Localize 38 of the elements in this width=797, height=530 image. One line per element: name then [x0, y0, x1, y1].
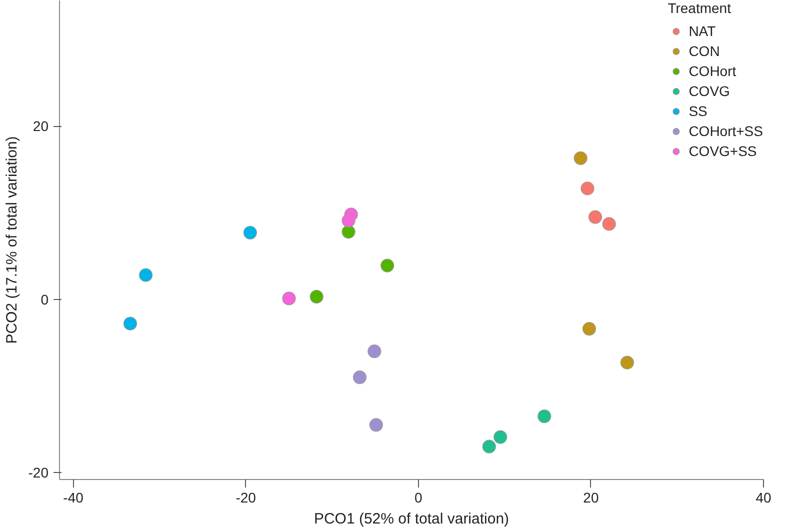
point: [243, 226, 257, 240]
x-tick-label: 40: [756, 490, 772, 506]
x-tick-label: 0: [414, 490, 423, 506]
point: [368, 344, 382, 358]
point: [588, 210, 602, 224]
point: [369, 418, 383, 432]
y-tick-label: 0: [40, 291, 49, 308]
point: [494, 430, 508, 444]
legend-label: SS: [688, 103, 708, 119]
point: [342, 214, 356, 228]
point: [574, 151, 588, 165]
x-tick-label: 20: [583, 490, 599, 506]
x-axis-title: PCO1 (52% of total variation): [314, 510, 510, 528]
point: [602, 217, 616, 231]
legend-label: COVG: [688, 83, 730, 99]
point: [582, 322, 596, 336]
point: [580, 182, 594, 196]
legend-label: NAT: [688, 23, 716, 39]
point: [482, 440, 496, 454]
point: [620, 356, 634, 370]
legend-label: COHort: [688, 63, 736, 79]
point: [138, 268, 153, 282]
x-tick-label: -40: [63, 490, 84, 506]
x-tick-label: -20: [236, 490, 256, 506]
point: [380, 258, 394, 272]
point: [352, 370, 367, 384]
point: [123, 316, 138, 330]
point: [310, 290, 324, 304]
y-axis-title: PCO2 (17.1% of total variation): [3, 136, 20, 344]
point: [538, 409, 552, 424]
point: [342, 224, 356, 239]
legend-label: CON: [688, 43, 720, 59]
legend-label: COHort+SS: [688, 123, 763, 139]
point: [282, 292, 296, 306]
legend-title: Treatment: [668, 0, 732, 16]
y-tick-label: -20: [28, 464, 49, 481]
y-tick-label: 20: [32, 118, 49, 134]
legend-label: COVG+SS: [688, 143, 757, 159]
